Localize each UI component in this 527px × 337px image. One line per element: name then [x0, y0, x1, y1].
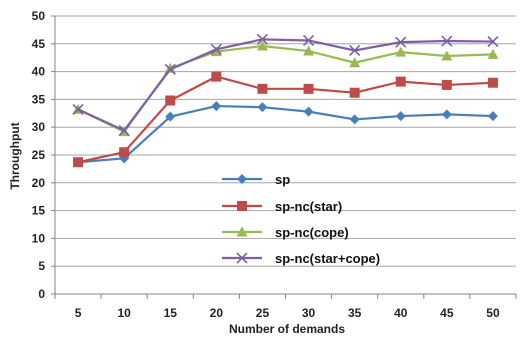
axes	[51, 15, 517, 299]
data-point	[441, 79, 452, 90]
data-point	[395, 36, 407, 48]
y-tick-label: 0	[38, 287, 45, 301]
data-point	[165, 95, 176, 106]
y-tick-label: 20	[32, 176, 46, 190]
y-tick-label: 25	[32, 148, 46, 162]
marker-stroke	[349, 44, 361, 57]
x-tick-labels: 5 10 15 20 25 30 35 40 45 50	[75, 306, 500, 320]
data-point	[349, 114, 360, 125]
series-line	[77, 104, 493, 164]
x-tick-label: 50	[486, 306, 500, 320]
marker-stroke	[72, 103, 84, 115]
data-point	[349, 87, 360, 98]
data-point	[210, 43, 222, 55]
y-tick-label: 40	[32, 65, 46, 79]
data-point	[256, 33, 269, 45]
legend-label: sp-nc(star)	[275, 199, 342, 214]
data-point	[164, 63, 176, 75]
legend-marker	[237, 174, 247, 184]
series-1	[73, 71, 498, 168]
data-point	[165, 111, 176, 122]
data-point	[395, 46, 407, 57]
y-tick-label: 10	[32, 231, 46, 245]
legend-label: sp-nc(cope)	[275, 225, 349, 240]
data-point	[164, 62, 176, 73]
y-tick-label: 45	[32, 37, 46, 51]
y-tick-label: 35	[32, 92, 46, 106]
data-point	[72, 103, 84, 115]
x-tick-label: 30	[302, 306, 316, 320]
legend-item: sp	[222, 172, 290, 187]
data-point	[395, 111, 406, 122]
marker-stroke	[236, 252, 248, 264]
marker-stroke	[441, 35, 453, 47]
x-tick-label: 15	[164, 306, 178, 320]
y-tick-label: 30	[32, 120, 46, 134]
data-point	[73, 157, 84, 168]
legend-item: sp-nc(star)	[222, 199, 342, 214]
marker-stroke	[256, 33, 269, 45]
data-point	[487, 36, 499, 48]
series-3	[72, 33, 499, 137]
marker-stroke	[395, 36, 407, 48]
x-tick-label: 10	[117, 306, 131, 320]
y-tick-label: 15	[32, 204, 46, 218]
data-point	[303, 106, 314, 117]
series-group	[72, 33, 499, 168]
x-tick-label: 40	[394, 306, 408, 320]
marker-stroke	[487, 36, 499, 48]
marker-stroke	[164, 63, 176, 75]
data-point	[302, 34, 315, 47]
data-point	[487, 111, 498, 122]
data-point	[118, 124, 130, 137]
x-tick-label: 45	[440, 306, 454, 320]
legend: sp sp-nc(star) sp-nc(cope) sp-nc(star+cope)	[222, 172, 380, 266]
legend-label: sp	[275, 172, 290, 187]
series-0	[73, 101, 498, 168]
y-tick-label: 50	[32, 9, 46, 23]
marker-stroke	[302, 34, 315, 47]
y-tick-labels: 0 5 10 15 20 25 30 35 40 45 50	[32, 9, 46, 301]
x-tick-label: 20	[210, 306, 224, 320]
data-point	[441, 109, 452, 120]
data-point	[395, 76, 406, 87]
data-point	[349, 44, 361, 57]
data-point	[210, 46, 222, 57]
marker-stroke	[118, 124, 130, 137]
legend-label: sp-nc(star+cope)	[275, 251, 380, 266]
data-point	[211, 101, 222, 112]
legend-marker	[236, 252, 248, 264]
data-point	[211, 71, 222, 82]
data-point	[487, 77, 498, 88]
y-axis-label: Throughput	[8, 122, 22, 189]
x-tick-label: 35	[348, 306, 362, 320]
series-line	[77, 38, 493, 132]
legend-marker	[237, 201, 247, 211]
data-point	[303, 83, 314, 94]
legend-item: sp-nc(star+cope)	[222, 251, 380, 266]
y-tick-label: 5	[38, 259, 45, 273]
marker-stroke	[210, 43, 222, 55]
gridlines	[55, 15, 516, 267]
series-line	[77, 75, 494, 164]
x-axis-label: Number of demands	[229, 322, 345, 336]
x-tick-label: 25	[256, 306, 270, 320]
data-point	[257, 102, 268, 113]
legend-item: sp-nc(cope)	[222, 225, 349, 240]
data-point	[119, 147, 130, 158]
data-point	[487, 48, 499, 59]
legend-marker	[236, 226, 248, 237]
data-point	[441, 50, 453, 61]
data-point	[441, 35, 453, 47]
x-tick-label: 5	[75, 306, 82, 320]
data-point	[349, 57, 361, 68]
data-point	[256, 40, 268, 51]
data-point	[303, 45, 315, 56]
data-point	[257, 83, 268, 94]
